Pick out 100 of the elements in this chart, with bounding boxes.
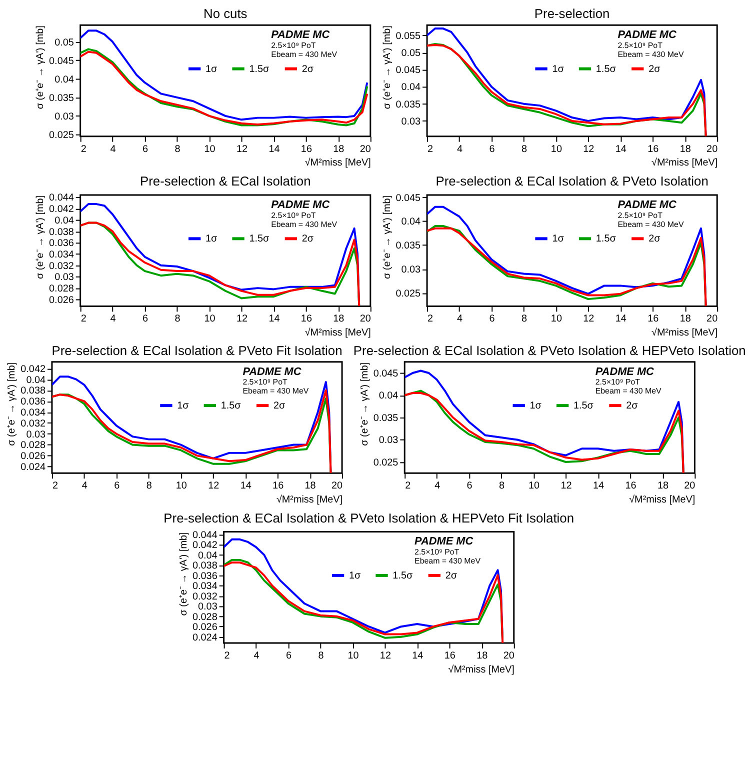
- annotation: PADME MC: [414, 536, 474, 548]
- x-tick-label: 6: [286, 650, 292, 662]
- y-tick-label: 0.038: [20, 386, 46, 397]
- y-tick-label: 0.03: [378, 435, 399, 446]
- y-tick-label: 0.04: [26, 374, 46, 386]
- x-tick-label: 4: [110, 144, 116, 155]
- legend-label: 2σ: [445, 570, 457, 582]
- x-tick-label: 10: [176, 480, 188, 492]
- chart-title: Pre-selection & ECal Isolation & PVeto Isolation & HEPVeto Fit Isolation: [164, 510, 574, 526]
- x-tick-label: 20: [706, 314, 718, 325]
- x-tick-label: 12: [208, 480, 220, 492]
- x-tick-label: 2: [428, 314, 434, 325]
- annotation: 2.5×10⁹ PoT: [618, 40, 663, 50]
- y-tick-label: 0.042: [192, 540, 218, 552]
- y-tick-label: 0.032: [192, 591, 218, 602]
- x-tick-label: 10: [204, 314, 216, 325]
- y-tick-label: 0.04: [198, 550, 218, 562]
- annotation: PADME MC: [618, 29, 676, 42]
- x-axis-title: √M²miss [MeV]: [652, 158, 718, 169]
- annotation: PADME MC: [618, 198, 676, 211]
- x-tick-label: 16: [648, 144, 660, 155]
- legend-label: 1σ: [552, 64, 564, 75]
- x-axis-title: √M²miss [MeV]: [448, 664, 515, 676]
- legend-label: 1σ: [177, 400, 189, 412]
- x-tick-label: 14: [268, 144, 280, 155]
- x-tick-label: 12: [236, 314, 248, 325]
- y-tick-label: 0.028: [192, 612, 218, 623]
- x-tick-label: 16: [300, 314, 312, 325]
- y-tick-label: 0.055: [396, 30, 422, 42]
- x-tick-label: 20: [706, 144, 718, 155]
- annotation: Ebeam = 430 MeV: [271, 220, 338, 229]
- y-axis-title: σ (e⁺e⁻ → γA') [mb]: [382, 195, 393, 279]
- x-tick-label: 8: [521, 144, 528, 155]
- y-tick-label: 0.044: [49, 192, 74, 204]
- y-tick-label: 0.035: [396, 240, 422, 252]
- x-tick-label: 14: [240, 480, 252, 492]
- x-tick-label: 4: [82, 480, 88, 492]
- x-tick-label: 4: [434, 480, 441, 492]
- x-tick-label: 6: [466, 480, 473, 492]
- x-tick-label: 6: [489, 314, 496, 325]
- legend-label: 1σ: [206, 234, 218, 245]
- y-tick-label: 0.026: [192, 622, 218, 634]
- x-tick-label: 2: [80, 144, 87, 155]
- annotation: Ebeam = 430 MeV: [595, 386, 662, 396]
- x-tick-label: 16: [625, 480, 637, 492]
- y-tick-label: 0.036: [49, 238, 74, 250]
- chart-title: Pre-selection & ECal Isolation & PVeto Isolation & HEPVeto Isolation: [353, 342, 746, 358]
- x-tick-label: 20: [360, 314, 372, 325]
- annotation: PADME MC: [271, 198, 330, 211]
- x-tick-label: 16: [300, 144, 312, 155]
- annotation: 2.5×10⁹ PoT: [242, 378, 288, 387]
- y-axis-title: σ (e⁺e⁻ → γA') [mb]: [359, 362, 370, 446]
- x-tick-label: 12: [583, 314, 595, 325]
- y-tick-label: 0.04: [378, 390, 399, 402]
- x-axis-title: √M²miss [MeV]: [652, 328, 718, 339]
- y-tick-label: 0.034: [20, 408, 46, 419]
- y-tick-label: 0.035: [373, 412, 399, 424]
- y-tick-label: 0.035: [49, 92, 74, 104]
- chart-title: Pre-selection & ECal Isolation & PVeto Isolation: [436, 173, 708, 188]
- y-axis-title: σ (e⁺e⁻ → γA') [mb]: [6, 362, 18, 446]
- x-tick-label: 12: [380, 650, 392, 662]
- y-tick-label: 0.04: [401, 82, 422, 94]
- x-tick-label: 18: [333, 314, 345, 325]
- x-axis-title: √M²miss [MeV]: [304, 158, 372, 169]
- y-tick-label: 0.03: [198, 602, 218, 613]
- annotation: Ebeam = 430 MeV: [618, 50, 684, 59]
- x-axis-title: √M²miss [MeV]: [276, 494, 343, 506]
- y-tick-label: 0.026: [49, 294, 74, 306]
- x-tick-label: 2: [80, 314, 87, 325]
- x-tick-label: 10: [204, 144, 216, 155]
- x-tick-label: 20: [684, 480, 696, 492]
- y-tick-label: 0.024: [20, 462, 46, 474]
- legend-label: 2σ: [302, 64, 314, 75]
- y-tick-label: 0.034: [192, 581, 218, 592]
- x-tick-label: 2: [405, 480, 412, 492]
- legend-label: 1σ: [348, 570, 361, 582]
- x-tick-label: 6: [142, 144, 149, 155]
- x-tick-label: 16: [272, 480, 284, 492]
- x-tick-label: 18: [657, 480, 669, 492]
- y-tick-label: 0.025: [373, 457, 399, 468]
- x-tick-label: 6: [142, 314, 149, 325]
- legend-label: 1.5σ: [596, 234, 616, 245]
- x-tick-label: 14: [592, 480, 604, 492]
- x-tick-label: 18: [304, 480, 316, 492]
- x-tick-label: 2: [428, 144, 434, 155]
- x-tick-label: 14: [615, 314, 627, 325]
- y-tick-label: 0.036: [20, 396, 46, 408]
- y-tick-label: 0.024: [192, 632, 218, 644]
- legend-label: 1.5σ: [249, 64, 270, 75]
- y-tick-label: 0.025: [49, 130, 74, 141]
- y-tick-label: 0.028: [20, 440, 46, 452]
- annotation: 2.5×10⁹ PoT: [595, 378, 640, 387]
- x-tick-label: 20: [360, 144, 372, 155]
- x-tick-label: 14: [412, 650, 424, 662]
- x-tick-label: 8: [174, 314, 181, 325]
- annotation: 2.5×10⁹ PoT: [414, 548, 460, 557]
- y-tick-label: 0.03: [401, 116, 422, 128]
- legend-label: 2σ: [648, 234, 660, 245]
- y-tick-label: 0.045: [373, 368, 399, 380]
- y-axis-title: σ (e⁺e⁻ → γA') [mb]: [35, 195, 46, 279]
